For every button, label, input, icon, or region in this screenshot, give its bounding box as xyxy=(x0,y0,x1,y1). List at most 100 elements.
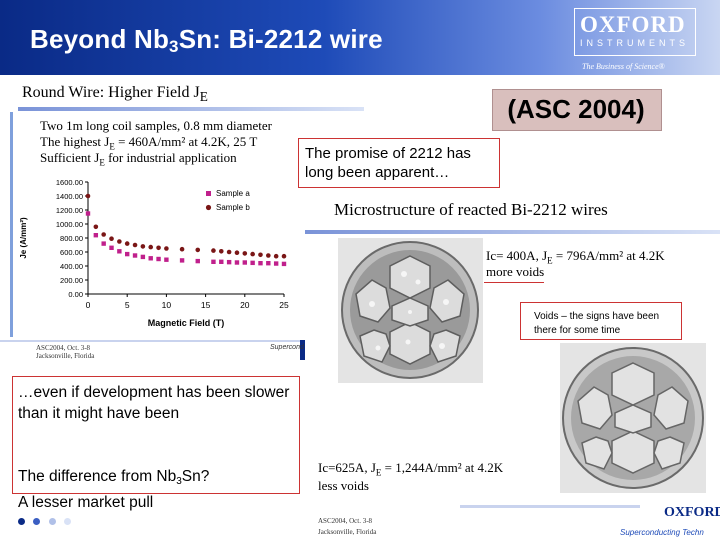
right-panel-heading: Microstructure of reacted Bi-2212 wires xyxy=(334,200,608,219)
sample-a-point xyxy=(85,211,91,216)
x-axis-label: Magnetic Field (T) xyxy=(148,318,225,328)
sample-a-point xyxy=(156,256,161,262)
left-panel-bottom-bar xyxy=(0,340,300,342)
left-panel-dark-bar xyxy=(300,340,306,360)
nav-dot-1 xyxy=(18,518,25,525)
sample-a-point xyxy=(226,259,232,265)
micrograph-less-voids xyxy=(560,343,706,493)
sample-a-point xyxy=(179,258,185,263)
sample-a-point xyxy=(250,260,255,266)
x-tick-label: 0 xyxy=(86,300,91,310)
development-callout-box xyxy=(12,376,300,494)
sample-a-point xyxy=(234,260,240,265)
ic-line-2: Ic=625A, JE = 1,244A/mm² at 4.2K xyxy=(318,460,504,478)
sample-b-point xyxy=(132,242,138,248)
development-callout-text: …even if development has been slower tha… xyxy=(18,384,290,422)
promise-callout-text: The promise of 2212 has long been appare… xyxy=(305,145,471,181)
sample-b-point xyxy=(148,244,154,250)
sample-b-point xyxy=(242,251,248,256)
right-panel-bottom-bar xyxy=(460,505,640,508)
y-tick-label: 1600.00 xyxy=(56,178,83,187)
sample-b-point xyxy=(140,244,146,249)
x-tick-label: 20 xyxy=(240,300,250,310)
right-panel-rule xyxy=(305,230,720,234)
right-footer-logo: OXFORD xyxy=(664,505,720,520)
sample-b-point xyxy=(85,193,91,199)
sample-a-point xyxy=(117,249,122,254)
sample-b-point xyxy=(281,253,287,259)
voids-callout-text: Voids – the signs have been there for so… xyxy=(534,311,660,336)
slide-nav-dots xyxy=(18,512,75,530)
sample-a-point xyxy=(266,261,271,266)
sample-b-point xyxy=(179,246,185,252)
sample-b-point xyxy=(124,241,130,246)
sample-b-point xyxy=(117,239,122,244)
y-tick-label: 600.00 xyxy=(60,248,83,257)
x-tick-label: 10 xyxy=(162,300,172,310)
y-tick-label: 1200.00 xyxy=(56,206,83,215)
nav-dot-3 xyxy=(48,518,56,525)
je-chart: 0.00 200.00 400.00 600.00 800.00 1000.00 1200.… xyxy=(19,178,289,328)
bullet-1: Two 1m long coil samples, 0.8 mm diamete… xyxy=(40,118,272,133)
sample-a-point xyxy=(195,258,200,264)
bullet-2: The highest JE = 460A/mm² at 4.2K, 25 T xyxy=(40,134,258,152)
nav-dot-4 xyxy=(64,518,72,525)
sample-b-point xyxy=(195,247,201,253)
tagline: The Business of Science® xyxy=(582,62,665,71)
ic-line-1: Ic= 400A, JE = 796A/mm² at 4.2K xyxy=(486,248,665,266)
y-tick-label: 200.00 xyxy=(60,276,83,285)
legend-label-sample-b: Sample b xyxy=(216,203,250,212)
sample-b-point xyxy=(164,246,169,251)
sample-a-point xyxy=(273,261,279,266)
sample-b-point xyxy=(266,253,271,258)
slide-title: Beyond Nb3Sn: Bi-2212 wire xyxy=(30,24,383,56)
sample-a-point xyxy=(93,233,99,238)
bullet-3: Sufficient JE for industrial application xyxy=(40,150,237,168)
sample-a-point xyxy=(219,259,224,264)
x-tick-label: 25 xyxy=(279,300,289,310)
sample-b-point xyxy=(258,252,263,258)
ic-note-1: more voids xyxy=(486,264,545,279)
left-footer-line2: Jacksonville, Florida xyxy=(36,352,95,360)
y-axis-label: Je (A/mm²) xyxy=(19,217,28,259)
legend-marker-sample-a xyxy=(206,191,211,196)
slide-header xyxy=(0,0,720,75)
asc-label-box xyxy=(492,89,662,131)
left-footer-line1: ASC2004, Oct. 3-8 xyxy=(36,344,91,352)
left-footer-right: Supercond xyxy=(270,344,304,351)
sample-a-point xyxy=(281,261,287,267)
market-pull-text: The difference from Nb3Sn? A lesser marke… xyxy=(18,468,210,511)
legend-marker-sample-b xyxy=(205,204,212,211)
nav-dot-2 xyxy=(33,518,41,525)
asc-label: (ASC 2004) xyxy=(507,94,645,124)
ic-note-2: less voids xyxy=(318,478,369,493)
x-tick-label: 15 xyxy=(201,300,211,310)
logo-text-bottom: INSTRUMENTS xyxy=(580,38,689,48)
sample-b-point xyxy=(93,224,99,230)
left-panel-heading: Round Wire: Higher Field JE xyxy=(22,84,208,105)
right-footer-line2: Jacksonville, Florida xyxy=(318,528,377,536)
voids-callout-box xyxy=(520,302,682,340)
sample-a-point xyxy=(140,254,146,260)
promise-callout-box xyxy=(298,138,500,188)
sample-a-point xyxy=(258,261,263,266)
left-panel-sidebar xyxy=(10,112,13,337)
sample-a-point xyxy=(164,257,169,262)
ic-note-1-underline xyxy=(484,282,544,283)
sample-b-point xyxy=(250,251,255,257)
sample-b-point xyxy=(234,250,240,255)
sample-a-point xyxy=(211,259,216,264)
sample-a-point xyxy=(101,241,106,246)
sample-a-point xyxy=(125,251,130,257)
right-footer-line1: ASC2004, Oct. 3-8 xyxy=(318,517,373,525)
y-tick-label: 400.00 xyxy=(60,262,83,271)
oxford-logo xyxy=(574,8,696,56)
logo-text-top: OXFORD xyxy=(580,12,686,37)
sample-a-point xyxy=(148,256,153,261)
sample-b-point xyxy=(273,253,279,259)
y-tick-label: 0.00 xyxy=(68,290,83,299)
legend-label-sample-a: Sample a xyxy=(216,189,250,198)
sample-b-point xyxy=(156,245,161,251)
left-panel-rule xyxy=(18,107,364,111)
sample-a-point xyxy=(132,253,138,258)
